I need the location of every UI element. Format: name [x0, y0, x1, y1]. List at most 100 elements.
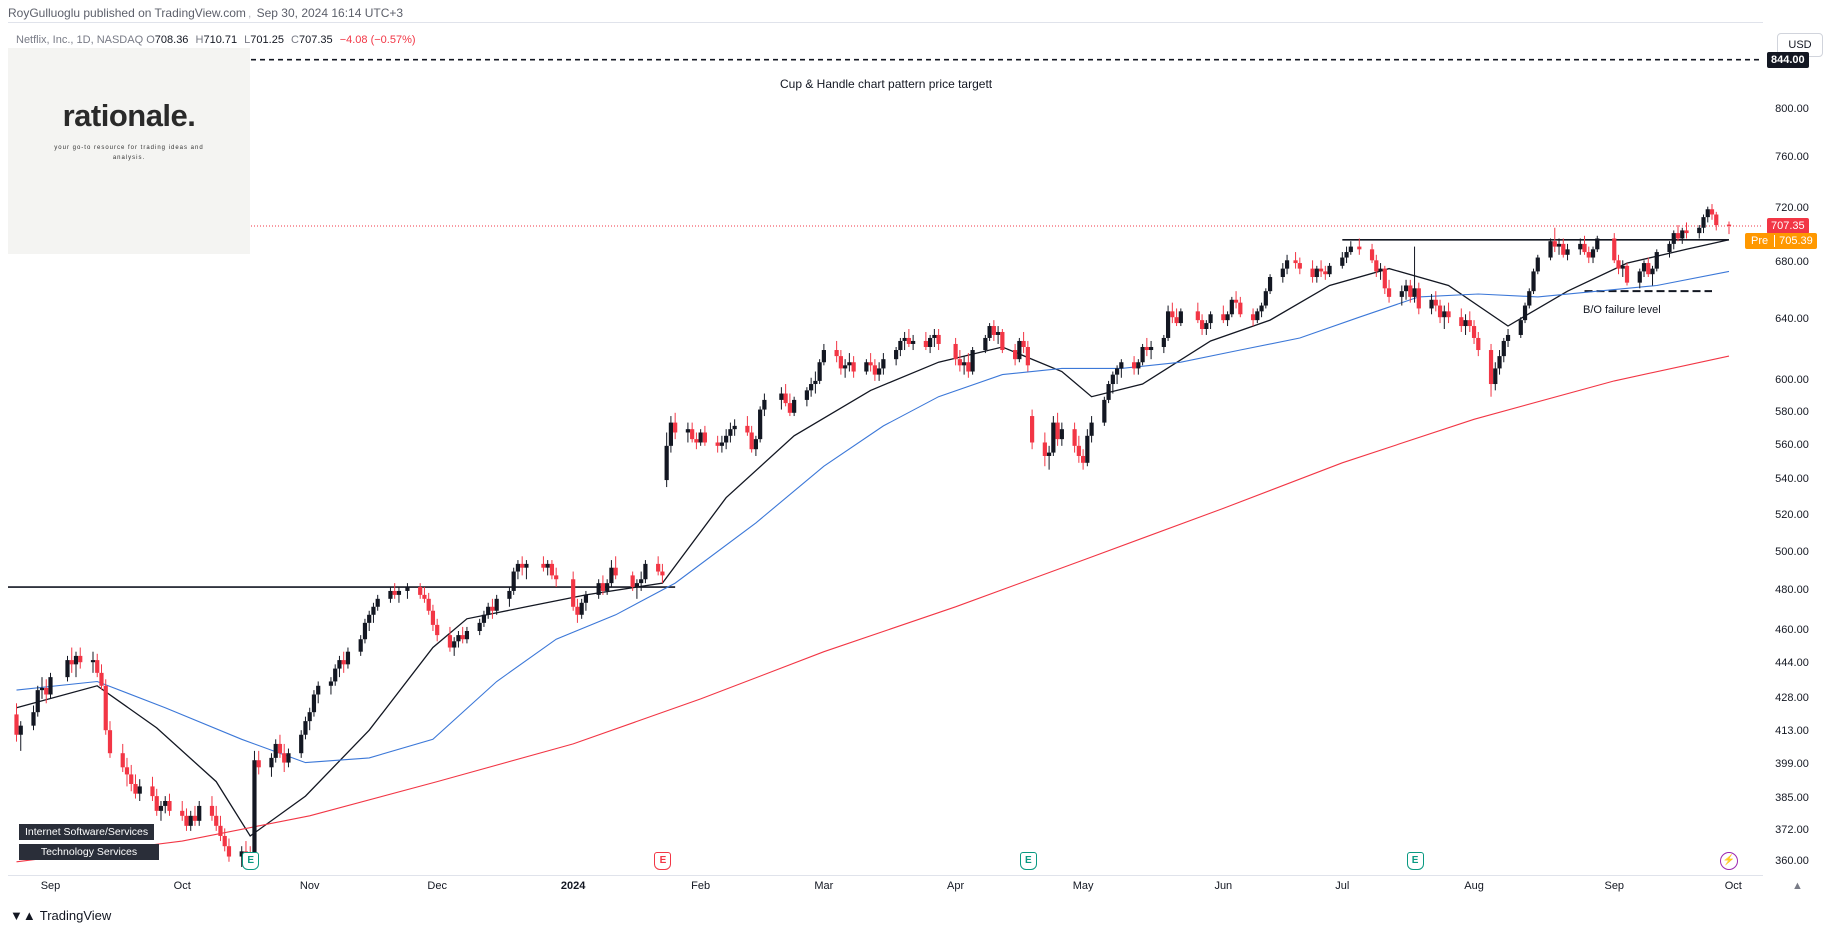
- candle-body: [779, 393, 784, 400]
- sector-tag-industry[interactable]: Internet Software/Services: [19, 824, 155, 840]
- dividend-lightning-icon[interactable]: ⚡: [1720, 852, 1738, 870]
- sma-200-line: [16, 355, 1730, 863]
- legend-low-label: L: [244, 34, 251, 46]
- time-axis-label: Sep: [1604, 880, 1625, 892]
- candle-body: [1000, 331, 1005, 351]
- candle: [1076, 435, 1081, 463]
- candle: [1119, 359, 1124, 378]
- time-axis[interactable]: Sep Oct Nov Dec 2024 Feb Mar Apr May Jun Jul Aug Sep…: [0, 874, 1760, 898]
- price-chart[interactable]: [8, 22, 1763, 874]
- candle: [252, 750, 257, 862]
- candle-body: [1697, 227, 1702, 234]
- candle-body: [758, 409, 763, 440]
- candle-body: [192, 815, 198, 821]
- candle: [107, 721, 113, 758]
- footer-brand: TradingView: [39, 908, 112, 923]
- candle: [596, 579, 601, 599]
- candle: [154, 788, 159, 816]
- candle: [328, 677, 334, 695]
- candle: [1616, 254, 1621, 275]
- price-axis-tick: 560.00: [1775, 438, 1809, 451]
- candle: [1102, 396, 1107, 426]
- candle: [1238, 296, 1243, 318]
- candle-body: [1314, 268, 1319, 278]
- candle-body: [452, 641, 457, 648]
- candle: [452, 637, 457, 656]
- candle-body: [222, 835, 227, 847]
- candle: [1505, 329, 1511, 347]
- candle: [936, 329, 941, 351]
- candle: [1293, 252, 1298, 269]
- candle: [1110, 371, 1115, 394]
- candle-body: [1293, 260, 1298, 264]
- legend-close: 707.35: [298, 34, 333, 46]
- candle: [1493, 362, 1498, 391]
- candle: [1374, 254, 1379, 278]
- symbol-title: Netflix, Inc., 1D, NASDAQ: [16, 34, 144, 46]
- candle: [932, 329, 937, 347]
- candle: [660, 563, 665, 584]
- candle-body: [1527, 291, 1532, 306]
- candle-body: [1250, 314, 1256, 321]
- candle-body: [838, 356, 843, 369]
- candle-body: [1030, 416, 1035, 443]
- candle-body: [1369, 249, 1375, 261]
- price-axis[interactable]: 800.00 760.00 720.00 680.00 640.00 600.00 580.…: [1764, 22, 1820, 874]
- earnings-marker[interactable]: E: [654, 852, 672, 870]
- candle-body: [133, 783, 138, 794]
- candle: [1318, 260, 1324, 278]
- candle: [222, 828, 227, 852]
- candle-body: [1714, 214, 1719, 226]
- candle-body: [48, 677, 53, 695]
- candle-body: [579, 602, 584, 615]
- candle: [192, 805, 198, 826]
- candle-body: [1374, 260, 1379, 272]
- candle: [1369, 243, 1375, 264]
- candle: [73, 651, 79, 678]
- candle: [613, 556, 618, 580]
- rationale-watermark: rationale. your go-to resource for tradi…: [8, 48, 250, 254]
- candle-body: [1178, 311, 1183, 324]
- candle-body: [1085, 435, 1090, 463]
- candle: [1144, 337, 1149, 357]
- candle-body: [1399, 291, 1404, 297]
- candle: [1399, 285, 1404, 306]
- candle-body: [1059, 429, 1064, 440]
- earnings-marker[interactable]: E: [242, 852, 260, 870]
- candle-body: [1140, 346, 1145, 363]
- candle-body: [18, 725, 23, 735]
- candle-body: [851, 362, 856, 372]
- candle: [1170, 302, 1175, 324]
- candle: [1620, 260, 1625, 278]
- candle: [477, 618, 482, 636]
- breakout-failure-label: B/O failure level: [1583, 304, 1661, 316]
- candle-body: [1386, 288, 1392, 297]
- candle-body: [549, 563, 555, 576]
- timezone-icon[interactable]: ▲: [1792, 880, 1803, 892]
- candle: [872, 359, 877, 381]
- candle: [1021, 331, 1026, 354]
- candle: [1697, 225, 1702, 239]
- candle: [787, 393, 792, 417]
- candle: [834, 340, 839, 363]
- candle-body: [702, 432, 708, 443]
- candle-body: [137, 786, 142, 794]
- candle-body: [690, 429, 695, 440]
- candle-body: [426, 598, 431, 611]
- candle: [520, 556, 525, 576]
- sector-tag-sector[interactable]: Technology Services: [19, 844, 159, 860]
- candle-body: [197, 805, 202, 821]
- candle: [732, 419, 737, 436]
- candle-body: [341, 660, 346, 665]
- candle-body: [78, 655, 83, 663]
- candle-body: [1552, 241, 1557, 247]
- candle: [507, 587, 512, 607]
- candle: [643, 560, 648, 584]
- candle-body: [1204, 323, 1209, 330]
- earnings-marker[interactable]: E: [1406, 852, 1424, 870]
- candle-body: [1476, 337, 1481, 351]
- candle-body: [804, 390, 809, 400]
- candle: [345, 647, 351, 669]
- candle: [864, 359, 869, 375]
- earnings-marker[interactable]: E: [1019, 852, 1037, 870]
